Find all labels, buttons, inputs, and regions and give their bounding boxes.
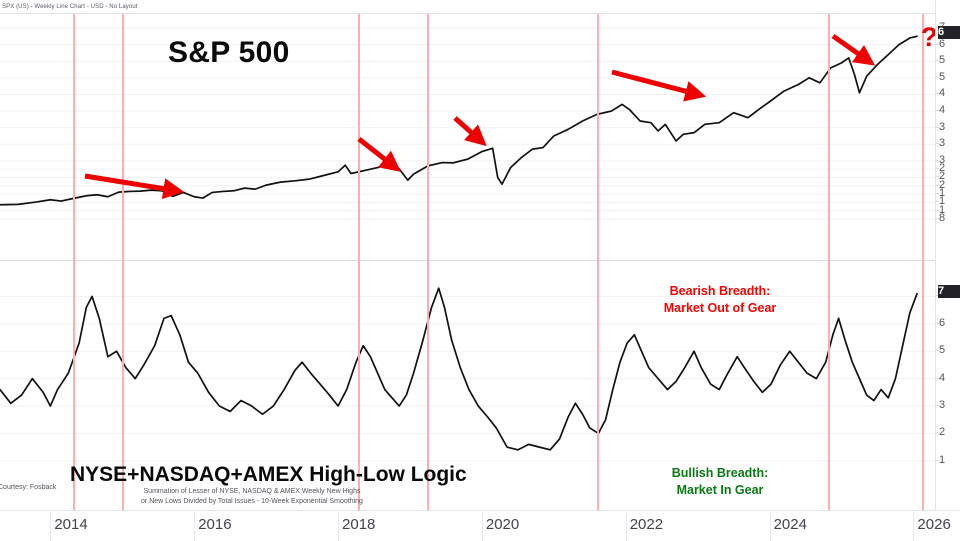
y-axis-tick: -3 (936, 120, 946, 133)
sp500-label: S&P 500 (168, 36, 290, 69)
x-axis-separator (913, 511, 915, 541)
y-axis-tick: -2 (936, 426, 946, 439)
x-axis-separator (625, 511, 627, 541)
current-value-badge: 7 (938, 285, 960, 298)
signal-line-1 (73, 14, 75, 510)
x-axis-tick-2022: 2022 (629, 516, 664, 533)
y-axis-tick: -8 (936, 212, 946, 225)
bullish-breadth-line1: Bullish Breadth: (671, 466, 769, 480)
y-axis-tick: -3 (936, 153, 946, 166)
chart-header-title: SPX (US) - Weekly Line Chart - USD - No … (2, 4, 138, 10)
y-axis-tick: -1 (936, 195, 946, 208)
annotation-arrows-group (84, 33, 876, 200)
high-low-logic-title: NYSE+NASDAQ+AMEX High-Low Logic (70, 463, 467, 486)
signal-line-3 (358, 14, 360, 510)
header-divider (0, 13, 935, 14)
down-arrow-2022 (611, 69, 707, 102)
x-axis-tick-2020: 2020 (485, 516, 520, 533)
x-axis-separator (338, 511, 340, 541)
y-axis-tick: -4 (936, 371, 946, 384)
x-axis-separator (481, 511, 483, 541)
x-axis-separator (769, 511, 771, 541)
y-axis-tick: -1 (936, 187, 946, 200)
courtesy-label: Courtesy: Fosback (0, 484, 57, 491)
bearish-breadth-line1: Bearish Breadth: (669, 284, 771, 298)
down-arrow-2025 (831, 33, 876, 66)
down-arrow-2020 (453, 116, 487, 147)
breadth-panel (0, 262, 935, 510)
x-axis-separator (194, 511, 196, 541)
y-axis-tick: -2 (936, 162, 946, 175)
y-axis-tick: -6 (936, 316, 946, 329)
down-arrow-2018 (357, 137, 401, 172)
signal-line-4 (427, 14, 429, 510)
y-axis-tick: -4 (936, 104, 946, 117)
current-value-badge: 6 (938, 26, 960, 39)
bearish-breadth-annotation: Bearish Breadth: Market Out of Gear (650, 283, 790, 317)
y-axis-tick: -5 (936, 344, 946, 357)
right-value-axis[interactable]: -7-6-5-5-4-4-3-3-3-2-2-2-1-1-1-86-7-6-5-… (935, 0, 960, 540)
y-axis-tick: -4 (936, 87, 946, 100)
y-axis-tick: -3 (936, 399, 946, 412)
question-mark-annotation: ? (921, 22, 938, 52)
high-low-logic-subtitle: Summation of Lesser of NYSE, NASDAQ & AM… (141, 488, 363, 505)
signal-line-6 (828, 14, 830, 510)
high-low-logic-series (0, 287, 935, 462)
x-axis-tick-2014: 2014 (54, 516, 88, 533)
signal-line-7 (922, 14, 924, 510)
bearish-breadth-line2: Market Out of Gear (663, 301, 777, 315)
bullish-breadth-annotation: Bullish Breadth: Market In Gear (630, 465, 810, 499)
y-axis-tick: -1 (936, 453, 946, 466)
y-axis-tick: -6 (936, 37, 946, 50)
bottom-date-axis[interactable]: 2014 2016 2018 2020 2022 2024 2026 (0, 510, 960, 541)
x-axis-tick-2024: 2024 (773, 516, 807, 533)
y-axis-tick: -3 (936, 137, 946, 150)
y-axis-tick: -1 (936, 203, 946, 216)
bullish-breadth-line2: Market In Gear (676, 483, 764, 497)
x-axis-tick-2026: 2026 (917, 516, 951, 533)
series-line (0, 287, 918, 451)
y-axis-tick: -5 (936, 54, 946, 67)
x-axis-separator (50, 511, 52, 541)
y-axis-tick: -5 (936, 70, 946, 83)
y-axis-tick: -2 (936, 170, 946, 183)
signal-line-5 (597, 14, 599, 510)
x-axis-tick-2018: 2018 (342, 516, 376, 533)
y-axis-tick: -2 (936, 178, 946, 191)
panel-divider (0, 260, 935, 261)
signal-line-2 (122, 14, 124, 510)
flat-arrow-2015 (84, 173, 185, 200)
x-axis-tick-2016: 2016 (198, 516, 232, 533)
